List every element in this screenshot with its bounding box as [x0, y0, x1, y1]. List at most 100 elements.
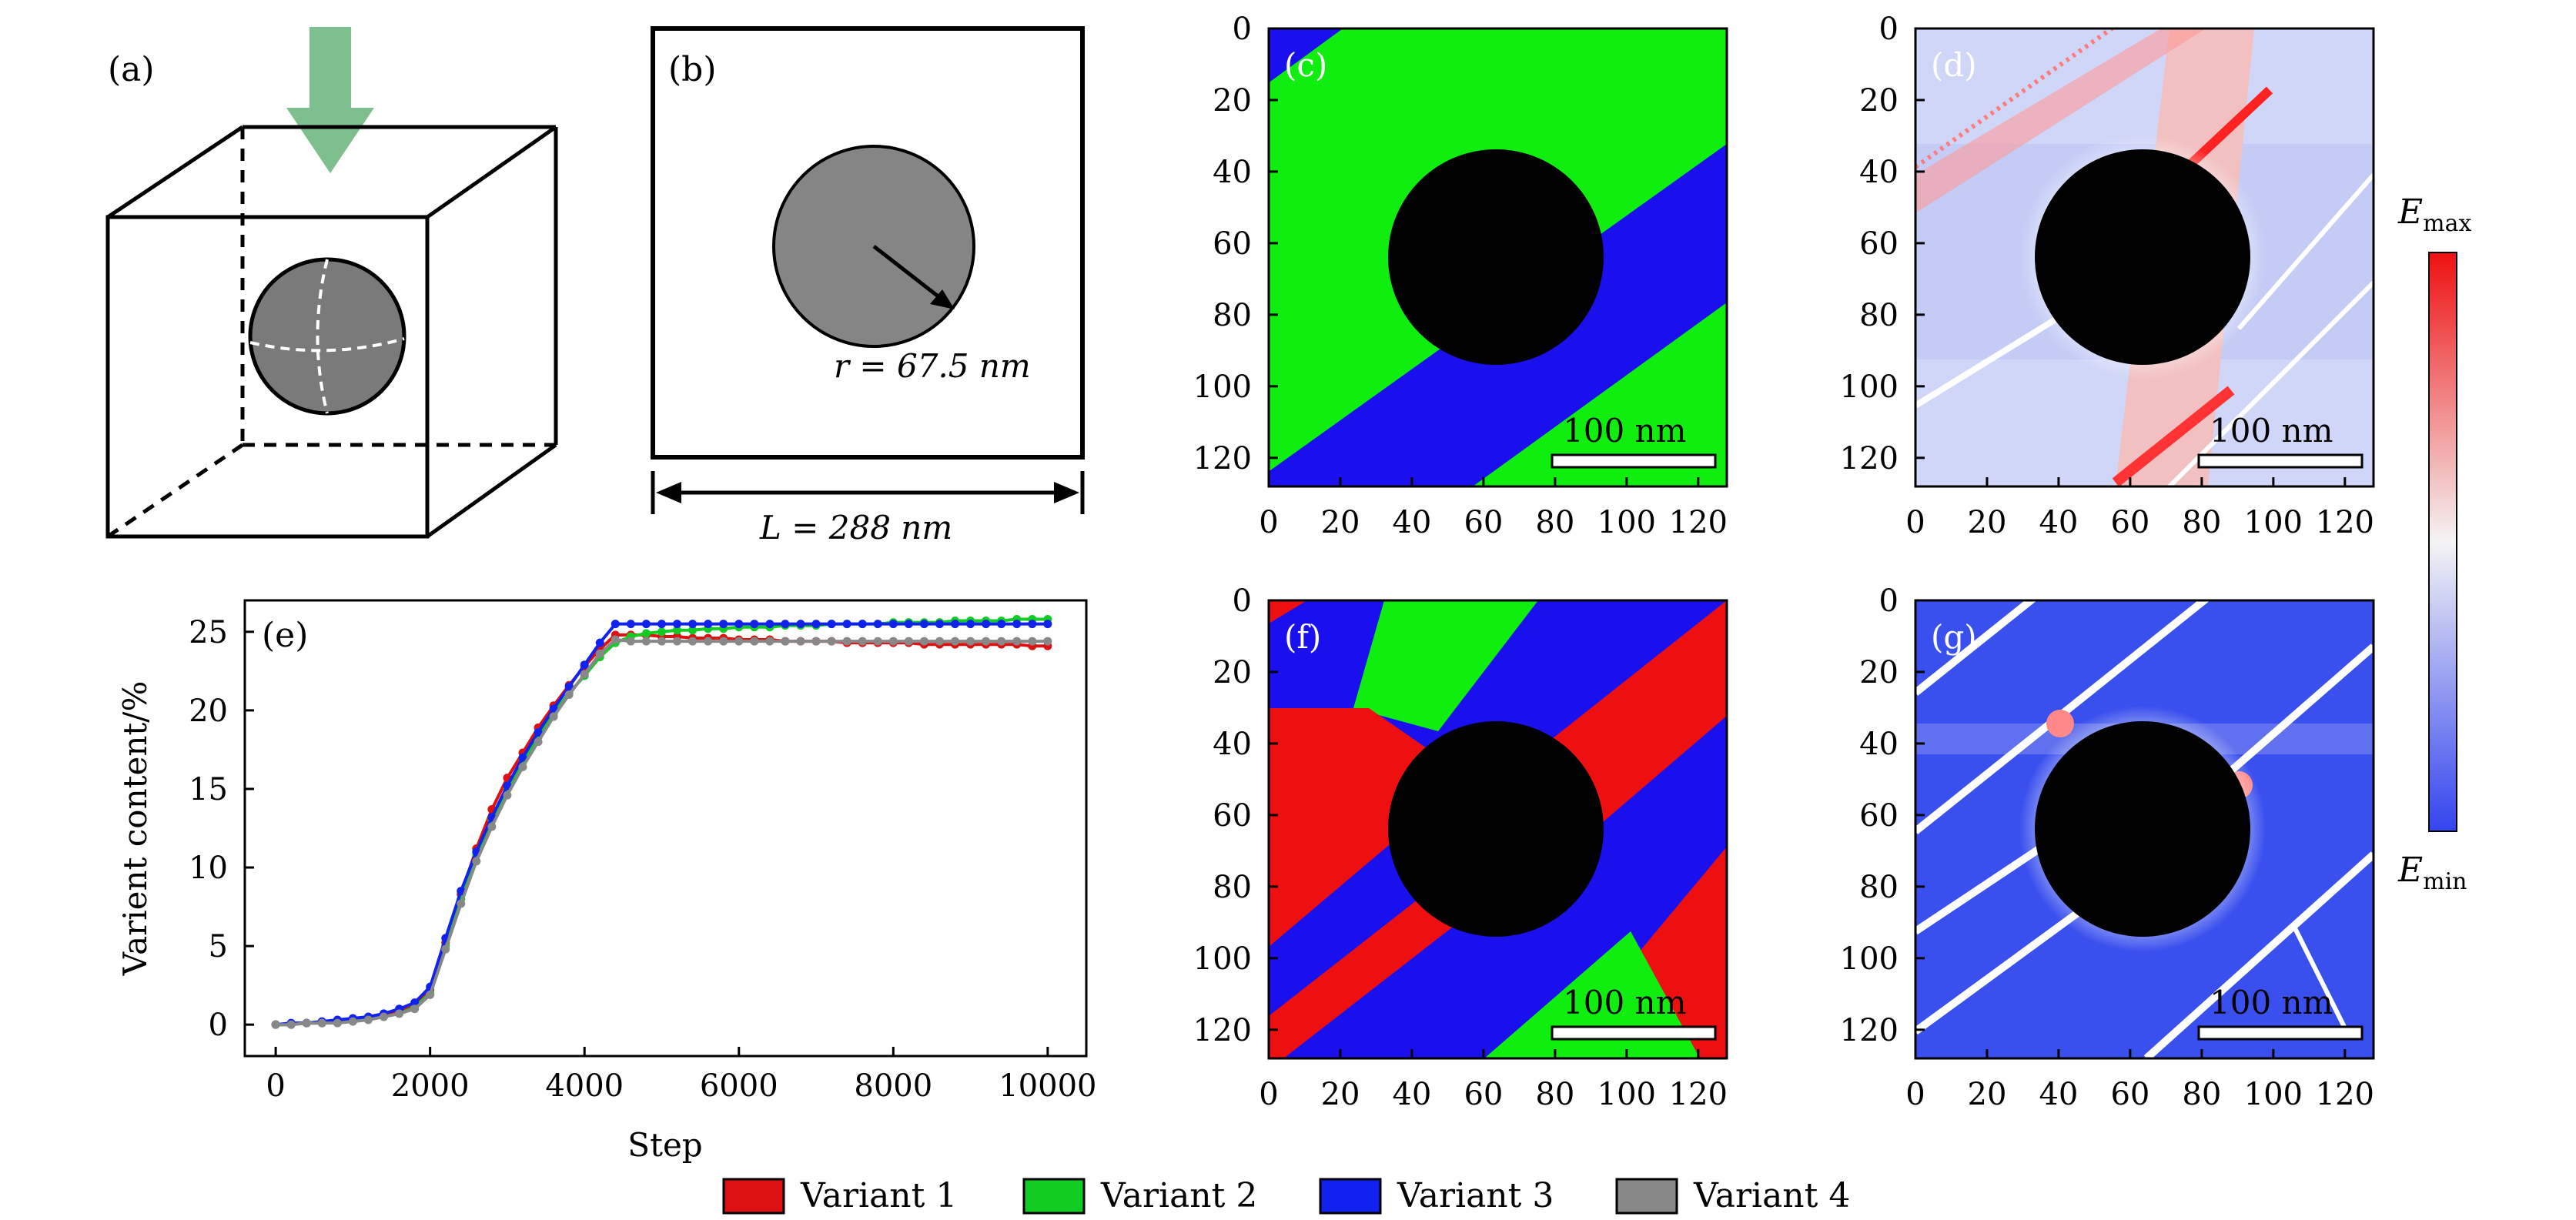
- series-4-point: [518, 762, 527, 771]
- series-3-point: [719, 620, 728, 629]
- series-4-point: [827, 637, 836, 646]
- map-c-xtick-label: 20: [1321, 505, 1360, 540]
- series-3-point: [873, 620, 882, 629]
- map-c-xtick-label: 60: [1464, 505, 1503, 540]
- series-3-point: [704, 620, 713, 629]
- series-3-point: [1012, 620, 1022, 629]
- series-4-point: [904, 637, 913, 646]
- series-4-point: [657, 637, 666, 646]
- map-c-xtick-label: 0: [1259, 505, 1278, 540]
- series-4-point: [333, 1018, 342, 1028]
- legend-label: Variant 3: [1397, 1176, 1554, 1215]
- map-d-xtick-label: 100: [2244, 505, 2303, 540]
- map-g-image: [1915, 600, 2374, 1058]
- scalebar-f: [1551, 1025, 1717, 1041]
- legend-label: Variant 1: [800, 1176, 957, 1215]
- series-4-point: [441, 944, 450, 954]
- series-4-point: [426, 990, 435, 999]
- scalebar-g: [2197, 1025, 2364, 1041]
- series-4-point: [888, 637, 898, 646]
- map-d-ytick-label: 40: [1859, 155, 1899, 190]
- map-d-xtick-label: 60: [2110, 505, 2149, 540]
- scalebar-f-label: 100 nm: [1563, 984, 1686, 1021]
- radius-label: r = 67.5 nm: [834, 347, 1031, 385]
- map-c-xtick-label: 100: [1597, 505, 1656, 540]
- map-c-ytick-label: 20: [1213, 83, 1252, 119]
- series-3-point: [966, 620, 975, 629]
- map-c-xtick-label: 80: [1535, 505, 1574, 540]
- map-g-xtick-label: 0: [1905, 1077, 1925, 1112]
- series-4-point: [595, 649, 604, 658]
- series-3-point: [888, 620, 898, 629]
- series-4-point: [549, 712, 558, 721]
- chart-e-xtick-label: 2000: [391, 1068, 470, 1104]
- series-4-point: [363, 1015, 373, 1024]
- series-4-point: [734, 637, 744, 646]
- panel-e: (e) 0 2000 4000 6000 8000 10000 0 5 10 15 20 25 Ste…: [116, 599, 1096, 1164]
- series-3-point: [796, 620, 805, 629]
- map-g-ytick-label: 0: [1879, 583, 1899, 619]
- series-4-point: [611, 635, 620, 644]
- series-3-point: [595, 638, 604, 647]
- map-f-ytick-label: 20: [1213, 655, 1252, 690]
- series-3-point: [811, 620, 821, 629]
- map-d-ytick-label: 0: [1879, 12, 1899, 47]
- series-4-point: [719, 637, 728, 646]
- panel-f-label: (f): [1284, 618, 1321, 656]
- map-g-ytick-label: 80: [1859, 870, 1899, 905]
- chart-e-ytick-label: 25: [189, 615, 228, 650]
- map-f-xtick-label: 120: [1669, 1077, 1728, 1112]
- series-4-point: [1028, 637, 1037, 646]
- chart-e-xlabel: Step: [627, 1126, 702, 1164]
- series-4-point: [564, 690, 574, 699]
- map-d-ytick-label: 120: [1840, 441, 1899, 476]
- series-4-point: [317, 1018, 326, 1028]
- series-3-point: [549, 704, 558, 714]
- colorbar: Emax Emin: [2397, 192, 2471, 895]
- series-4-point: [811, 637, 821, 646]
- series-3-point: [1043, 620, 1052, 629]
- legend-item-3: Variant 3: [1319, 1176, 1554, 1215]
- scalebar-c-label: 100 nm: [1563, 412, 1686, 450]
- chart-e-ytick-label: 5: [209, 929, 228, 964]
- map-f-ytick-label: 80: [1213, 870, 1252, 905]
- series-4-point: [688, 637, 698, 646]
- map-f-xtick-label: 60: [1464, 1077, 1503, 1112]
- series-2-point: [641, 629, 651, 638]
- series-4-point: [750, 637, 759, 646]
- series-3-point: [904, 620, 913, 629]
- scalebar-d: [2197, 453, 2364, 469]
- series-4-point: [704, 637, 713, 646]
- chart-e-ytick-label: 15: [189, 772, 228, 807]
- legend-item-1: Variant 1: [722, 1176, 957, 1215]
- series-3-point: [534, 727, 543, 737]
- legend: Variant 1 Variant 2 Variant 3 Variant 4: [722, 1176, 1850, 1215]
- map-f-xtick-label: 100: [1597, 1077, 1656, 1112]
- chart-e-frame: [243, 599, 1088, 1058]
- colorbar-max-label: Emax: [2397, 192, 2471, 237]
- series-3-point: [457, 887, 466, 896]
- series-4-point: [580, 670, 589, 679]
- series-4-point: [395, 1009, 404, 1018]
- scalebar-c: [1551, 453, 1717, 469]
- series-4-point: [410, 1004, 420, 1014]
- panel-d-label: (d): [1931, 46, 1977, 84]
- series-3-point: [982, 620, 991, 629]
- load-arrow-icon: [286, 27, 374, 173]
- series-4-point: [673, 637, 682, 646]
- colorbar-gradient: [2428, 252, 2457, 832]
- legend-swatch: [1615, 1178, 1678, 1215]
- map-f-xtick-label: 20: [1321, 1077, 1360, 1112]
- series-2-point: [673, 626, 682, 635]
- scalebar-g-label: 100 nm: [2210, 984, 2333, 1021]
- series-4-point: [503, 790, 512, 800]
- chart-e-axes: 0 2000 4000 6000 8000 10000 0 5 10 15 20 25: [189, 615, 1096, 1104]
- map-g-ytick-label: 20: [1859, 655, 1899, 690]
- panel-b-label: (b): [668, 50, 717, 89]
- panel-f: (f) 100 nm: [1267, 599, 1728, 1060]
- map-f-ytick-label: 60: [1213, 798, 1252, 834]
- legend-item-2: Variant 2: [1022, 1176, 1257, 1215]
- series-3-point: [641, 620, 651, 629]
- chart-e-xtick-label: 0: [266, 1068, 285, 1104]
